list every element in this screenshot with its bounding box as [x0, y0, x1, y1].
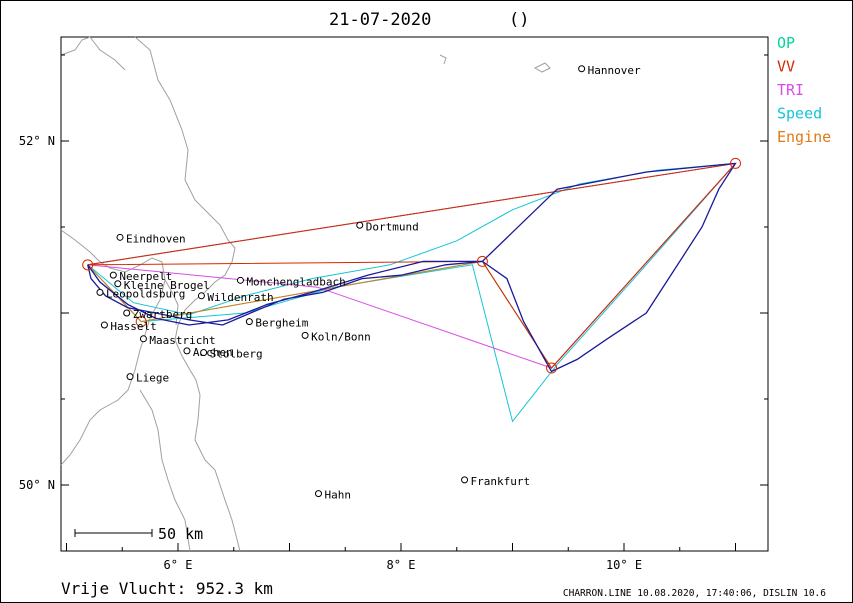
place-marker: [126, 373, 134, 381]
turnpoint-marker: [82, 259, 94, 271]
place-marker: [183, 347, 191, 355]
place-label: Zwartberg: [133, 308, 193, 321]
place-label: Liege: [136, 372, 169, 385]
lon-label: 6° E: [164, 558, 193, 572]
place-marker: [139, 335, 147, 343]
legend: OP VV TRI Speed Engine: [777, 34, 831, 146]
place-marker: [236, 276, 244, 284]
axis-ticks: [61, 54, 768, 551]
lake-outline-2: [533, 62, 551, 73]
place-label: Kleine Brogel: [124, 279, 210, 292]
place-marker: [109, 271, 117, 279]
place-marker: [114, 280, 122, 288]
place-marker: [123, 309, 131, 317]
title-paren: (): [509, 10, 529, 30]
german-border-line: [134, 36, 241, 552]
legend-item-op: OP: [777, 34, 795, 52]
credit-label: CHARRON.LINE 10.08.2020, 17:40:06, DISLI…: [563, 588, 826, 599]
scale-bar: 50 km: [74, 525, 203, 543]
distance-label: Vrije Vlucht: 952.3 km: [61, 579, 273, 598]
axis-labels: 6° E 8° E 10° E 52° N 50° N: [19, 134, 642, 572]
place-label: Neerpelt: [119, 270, 172, 283]
legend-item-vv: VV: [777, 58, 795, 76]
turnpoint-marker: [135, 316, 147, 328]
lux-border-line: [139, 389, 191, 552]
place-label: Hahn: [324, 489, 351, 502]
places: Hannover Dortmund Eindhoven Monchengladbach…: [96, 64, 641, 502]
turnpoint-marker: [730, 157, 741, 169]
place-label: Bergheim: [255, 317, 308, 330]
legend-item-tri: TRI: [777, 81, 804, 99]
coast-line: [89, 36, 126, 71]
place-label: Dortmund: [366, 220, 419, 233]
place-marker: [116, 233, 124, 241]
scale-label: 50 km: [158, 525, 203, 543]
lat-label: 52° N: [19, 134, 55, 148]
date-title: 21-07-2020: [329, 10, 431, 30]
turnpoint-marker: [546, 362, 558, 374]
place-marker: [301, 331, 309, 339]
legend-item-speed: Speed: [777, 105, 822, 123]
speed-track: [87, 162, 736, 423]
lat-label: 50° N: [19, 478, 55, 492]
lon-label: 10° E: [606, 558, 642, 572]
place-label: Hannover: [588, 64, 641, 77]
place-marker: [96, 288, 104, 296]
place-label: Monchengladbach: [246, 275, 345, 288]
place-label: Leopoldsburg: [106, 287, 185, 300]
place-marker: [200, 349, 208, 357]
flown-track: [87, 162, 737, 373]
place-marker: [356, 221, 364, 229]
place-label: Maastricht: [149, 334, 215, 347]
place-label: Stolberg: [210, 348, 263, 361]
lon-label: 8° E: [387, 558, 416, 572]
place-marker: [100, 321, 108, 329]
place-label: Wildenrath: [207, 291, 273, 304]
place-label: Hasselt: [110, 320, 156, 333]
track-lines: [87, 162, 737, 423]
vv-track: [87, 162, 737, 369]
place-marker: [461, 476, 469, 484]
turnpoint-marker: [476, 255, 488, 267]
place-label: Eindhoven: [126, 232, 186, 245]
turnpoints: [82, 157, 741, 374]
place-label: Frankfurt: [471, 475, 531, 488]
place-marker: [578, 65, 586, 73]
legend-item-engine: Engine: [777, 128, 831, 146]
place-label: Koln/Bonn: [311, 330, 371, 343]
place-marker: [197, 292, 205, 300]
place-marker: [314, 490, 322, 498]
lake-outline-1: [439, 54, 447, 65]
place-marker: [245, 318, 253, 326]
